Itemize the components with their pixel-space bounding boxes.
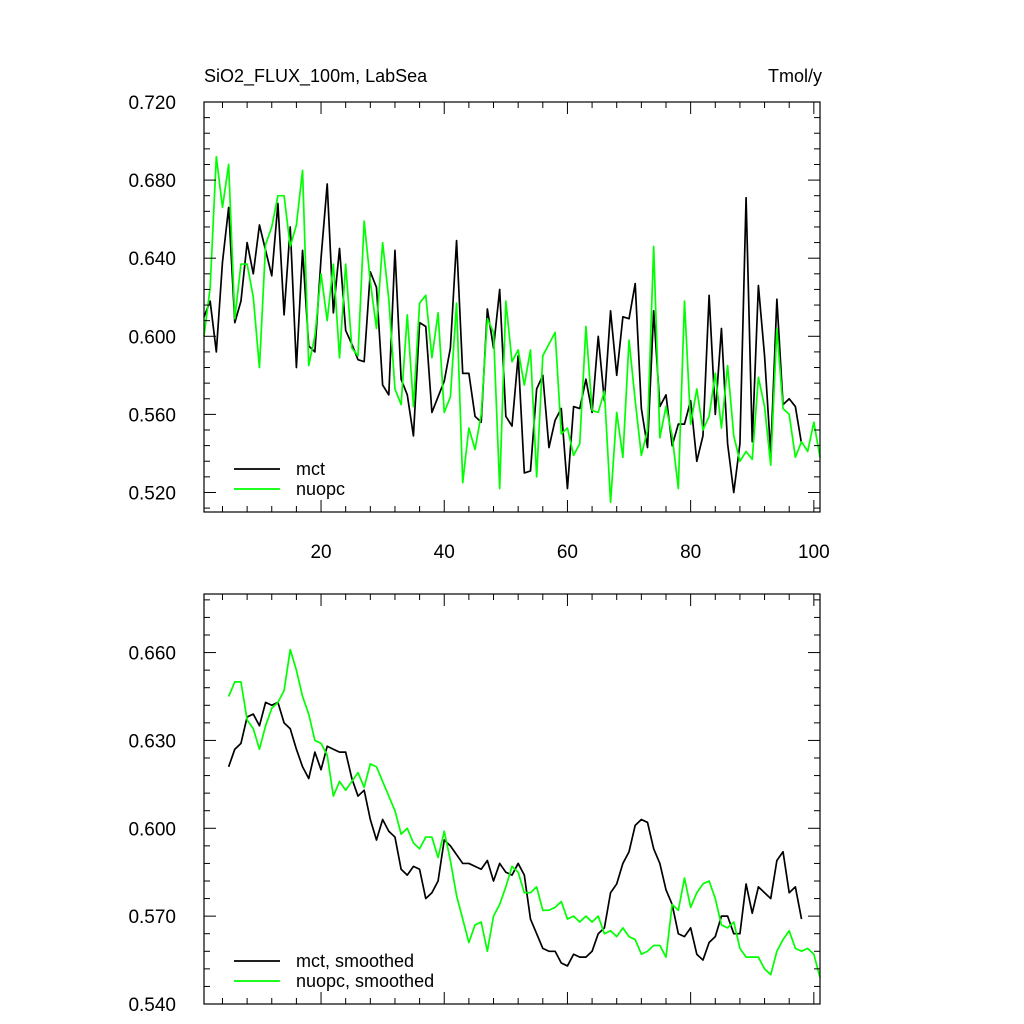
- y-tick-label: 0.520: [128, 483, 176, 504]
- series-line-0: [203, 183, 803, 494]
- y-tick-label: 0.540: [128, 995, 176, 1016]
- tick-group: 0.520 0.560 0.600 0.640 0.680 0.720 20 40 60 80 10…: [128, 93, 829, 563]
- x-tick-label: 40: [434, 542, 455, 563]
- series-group: [227, 648, 821, 978]
- top-panel: SiO2_FLUX_100m, LabSea Tmol/y 0.520 0.560…: [128, 66, 829, 563]
- legend-label: mct: [296, 459, 325, 479]
- y-tick-label: 0.600: [128, 327, 176, 348]
- y-tick-label: 0.600: [128, 819, 176, 840]
- tick-group: 0.540 0.570 0.600 0.630 0.660: [128, 594, 820, 1016]
- plot-frame: [203, 593, 821, 1005]
- legend-label: nuopc, smoothed: [296, 971, 434, 991]
- chart-title: SiO2_FLUX_100m, LabSea: [204, 66, 428, 87]
- y-tick-label: 0.660: [128, 644, 176, 665]
- plot-frame: [203, 101, 821, 513]
- y-tick-label: 0.560: [128, 405, 176, 426]
- x-tick-label: 20: [310, 542, 331, 563]
- series-line-0: [227, 701, 803, 967]
- y-tick-label: 0.570: [128, 907, 176, 928]
- y-tick-label: 0.640: [128, 249, 176, 270]
- legend-label: mct, smoothed: [296, 951, 414, 971]
- units-label: Tmol/y: [768, 66, 822, 86]
- y-tick-label: 0.630: [128, 731, 176, 752]
- bottom-panel: 0.540 0.570 0.600 0.630 0.660 mct, smoothedn…: [128, 593, 821, 1016]
- y-tick-label: 0.680: [128, 171, 176, 192]
- x-tick-label: 80: [680, 542, 701, 563]
- series-line-1: [227, 648, 821, 978]
- series-line-1: [203, 155, 821, 504]
- legend-label: nuopc: [296, 479, 345, 499]
- series-group: [203, 155, 821, 504]
- x-tick-label: 100: [798, 542, 830, 563]
- y-tick-label: 0.720: [128, 93, 176, 114]
- x-tick-label: 60: [557, 542, 578, 563]
